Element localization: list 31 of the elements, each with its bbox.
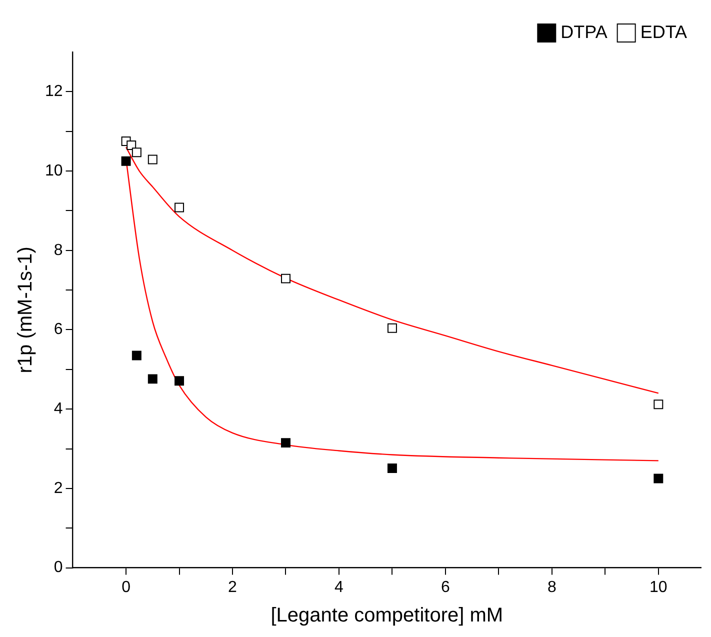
point bbox=[148, 374, 158, 384]
point bbox=[132, 148, 142, 158]
legend-label: DTPA bbox=[560, 22, 608, 42]
point bbox=[281, 438, 290, 448]
y-tick-label: 0 bbox=[54, 559, 63, 576]
point bbox=[387, 463, 397, 473]
x-tick-label: 0 bbox=[122, 578, 131, 596]
point bbox=[654, 474, 664, 484]
legend-label: EDTA bbox=[640, 22, 687, 42]
x-axis-title: [Legante competitore] mM bbox=[270, 604, 504, 627]
y-tick-label: 12 bbox=[45, 83, 63, 100]
y-tick-label: 8 bbox=[54, 242, 63, 259]
y-axis-title: r1p (mM-1s-1) bbox=[14, 246, 37, 374]
x-tick-label: 4 bbox=[334, 578, 344, 596]
point bbox=[121, 156, 131, 166]
point bbox=[281, 274, 290, 284]
x-tick-label: 10 bbox=[650, 578, 668, 596]
point bbox=[126, 140, 136, 150]
point bbox=[174, 376, 184, 386]
y-tick-label: 10 bbox=[45, 162, 63, 180]
point bbox=[174, 202, 184, 212]
point bbox=[148, 154, 158, 164]
y-tick-label: 4 bbox=[54, 400, 63, 418]
y-tick-label: 6 bbox=[54, 321, 63, 338]
x-tick-label: 2 bbox=[228, 578, 238, 596]
x-tick-label: 8 bbox=[547, 578, 556, 596]
y-tick-label: 2 bbox=[54, 480, 63, 497]
point bbox=[654, 400, 664, 410]
point bbox=[387, 323, 397, 333]
point bbox=[132, 350, 142, 360]
x-tick-label: 6 bbox=[441, 578, 450, 596]
